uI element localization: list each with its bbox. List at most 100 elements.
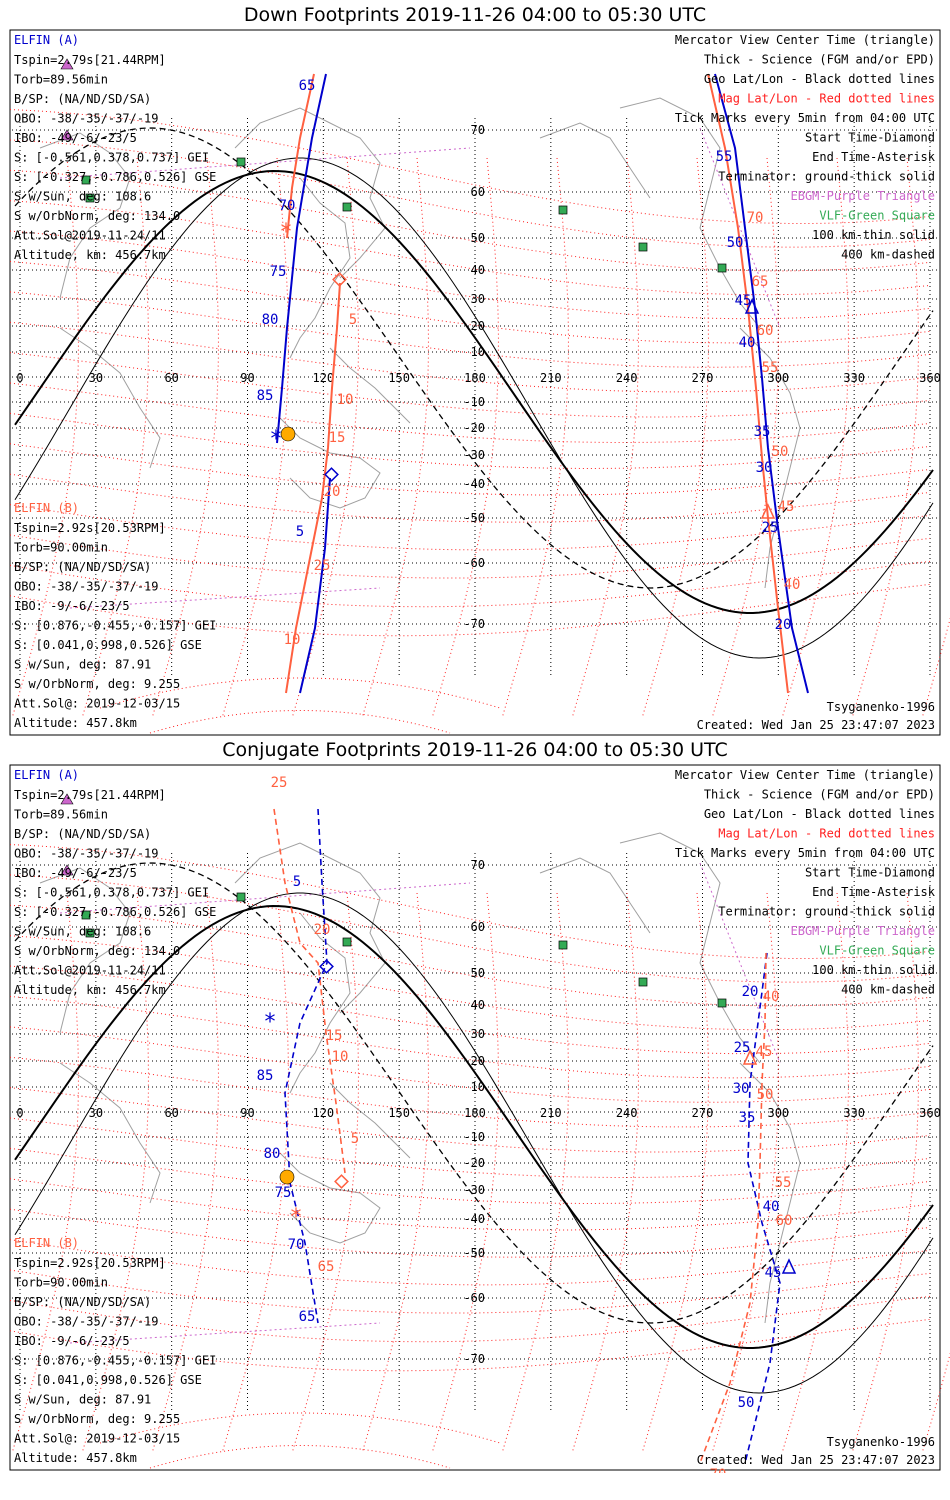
vlf-station-square — [236, 157, 246, 167]
elfin-a-info-line: Att.Sol@2019-11-24/11 — [14, 964, 166, 978]
elfin-b-start-diamond — [334, 1174, 349, 1189]
elfin-b-tick-label: 10 — [337, 392, 354, 408]
mag-meridian — [81, 157, 149, 719]
elfin-a-tick-label: 80 — [264, 1146, 281, 1162]
lon-tick-label: 240 — [616, 371, 638, 385]
ebgm-line — [699, 862, 781, 1064]
elfin-a-info-line: S: [-0.561,0.378,0.737] GEI — [14, 886, 209, 900]
legend-line: 400 km-dashed — [841, 983, 935, 997]
vlf-station-square — [81, 910, 91, 920]
elfin-a-info-line: Altitude, km: 456.7km — [14, 248, 166, 262]
elfin-a-tick-label: 65 — [299, 1309, 316, 1325]
vlf-station-square — [558, 205, 568, 215]
elfin-a-tick-label: 65 — [299, 78, 316, 94]
elfin-b-tick-label: 65 — [752, 274, 769, 290]
ebgm-line — [59, 147, 471, 179]
model-label: Tsyganenko-1996 — [827, 1435, 935, 1449]
legend-line: Mag Lat/Lon - Red dotted lines — [718, 92, 935, 106]
elfin-a-info-line: S: [-0.561,0.378,0.737] GEI — [14, 151, 209, 165]
lat-tick-label: 50 — [471, 231, 485, 245]
legend-line: Start Time-Diamond — [805, 866, 935, 880]
legend-line: VLF-Green Square — [819, 209, 935, 223]
elfin-a-info-line: Tspin=2.79s[21.44RPM] — [14, 788, 166, 802]
elfin-a-tick-label: 20 — [742, 984, 759, 1000]
mag-meridian — [641, 892, 709, 1454]
elfin-b-info-line: Torb=90.00min — [14, 541, 108, 555]
legend-line: 100 km-thin solid — [812, 963, 935, 977]
legend-line: Geo Lat/Lon - Black dotted lines — [704, 807, 935, 821]
lon-tick-label: 360 — [919, 1106, 941, 1120]
elfin-b-info-line: S: [0.041,0.998,0.526] GSE — [14, 1373, 202, 1387]
mag-meridian — [291, 892, 359, 1454]
lat-tick-label: 50 — [471, 966, 485, 980]
elfin-a-tick-label: 50 — [738, 1395, 755, 1411]
lon-tick-label: 150 — [388, 1106, 410, 1120]
legend-line: 400 km-dashed — [841, 248, 935, 262]
vlf-station-square — [638, 977, 648, 987]
elfin-a-end-asterisk: * — [269, 427, 282, 452]
elfin-b-info-line: B/SP: (NA/ND/SD/SA) — [14, 560, 151, 574]
elfin-b-track-americas — [707, 73, 789, 694]
lon-tick-label: 270 — [692, 1106, 714, 1120]
mag-meridian — [151, 157, 219, 719]
vlf-station-square — [236, 892, 246, 902]
elfin-a-tick-label: 50 — [727, 235, 744, 251]
ebgm-line — [69, 1322, 381, 1344]
vlf-station-square — [81, 175, 91, 185]
legend-line: Thick - Science (FGM and/or EPD) — [704, 788, 935, 802]
elfin-b-info-line: Altitude: 457.8km — [14, 1451, 137, 1465]
lon-tick-label: 210 — [540, 371, 562, 385]
elfin-b-track-asia-north — [286, 73, 315, 239]
legend-line: Tick Marks every 5min from 04:00 UTC — [675, 111, 935, 125]
lon-tick-label: 90 — [240, 371, 254, 385]
mag-meridian — [641, 157, 709, 719]
lon-tick-label: 300 — [767, 1106, 789, 1120]
elfin-b-info-line: S w/Sun, deg: 87.91 — [14, 658, 151, 672]
mag-parallel — [9, 109, 931, 225]
terminator-100km — [14, 892, 934, 1394]
lon-tick-label: 360 — [919, 371, 941, 385]
legend-line: Start Time-Diamond — [805, 131, 935, 145]
elfin-a-tick-label: 30 — [756, 460, 773, 476]
elfin-b-info-line: B/SP: (NA/ND/SD/SA) — [14, 1295, 151, 1309]
vlf-station-square — [342, 202, 352, 212]
vlf-station-square — [342, 937, 352, 947]
vlf-station-square — [717, 263, 727, 273]
elfin-b-track-asia-south — [285, 282, 341, 694]
lat-tick-label: -20 — [463, 421, 485, 435]
legend-line: End Time-Asterisk — [812, 885, 936, 899]
elfin-a-info-line: OBO: -38/-35/-37/-19 — [14, 847, 159, 861]
elfin-a-info-line: Tspin=2.79s[21.44RPM] — [14, 53, 166, 67]
elfin-b-tick-label: 55 — [775, 1175, 792, 1191]
lat-tick-label: -70 — [463, 617, 485, 631]
terminator-400km — [14, 127, 934, 589]
mag-parallel — [9, 995, 931, 1079]
elfin-a-info-line: S w/Sun, deg: 108.6 — [14, 190, 151, 204]
elfin-b-info-line: Att.Sol@: 2019-12-03/15 — [14, 1432, 180, 1446]
map-panel-down: 0 30 60 90 120 150 180 210 240 270 300 330 360 70 60 50… — [9, 29, 950, 736]
mag-meridian — [711, 157, 779, 719]
terminator-ground — [14, 170, 934, 614]
elfin-b-tick-label: 25 — [314, 558, 331, 574]
elfin-a-info-line: Torb=89.56min — [14, 808, 108, 822]
legend-line: Terminator: ground-thick solid — [718, 170, 935, 184]
elfin-a-header: ELFIN (A) — [14, 768, 79, 782]
legend-line: Tick Marks every 5min from 04:00 UTC — [675, 846, 935, 860]
created-timestamp: Created: Wed Jan 25 23:47:07 2023 — [697, 718, 935, 732]
elfin-b-tick-label: 25 — [271, 775, 288, 791]
elfin-a-tick-label: 70 — [288, 1237, 305, 1253]
lon-tick-label: 180 — [464, 371, 486, 385]
ebgm-purple-triangle — [60, 793, 74, 805]
elfin-a-start-diamond — [324, 467, 339, 482]
elfin-a-info-line: OBO: -38/-35/-37/-19 — [14, 112, 159, 126]
legend-line: Terminator: ground-thick solid — [718, 905, 935, 919]
elfin-a-track-americas — [714, 73, 809, 694]
vlf-station-square — [638, 242, 648, 252]
ebgm-line — [69, 587, 381, 609]
lat-tick-label: -60 — [463, 556, 485, 570]
vlf-station-square — [85, 928, 95, 938]
terminator-400km — [14, 862, 934, 1324]
elfin-a-view-triangle — [781, 1258, 797, 1274]
lon-tick-label: 210 — [540, 1106, 562, 1120]
lat-tick-label: -40 — [463, 477, 485, 491]
